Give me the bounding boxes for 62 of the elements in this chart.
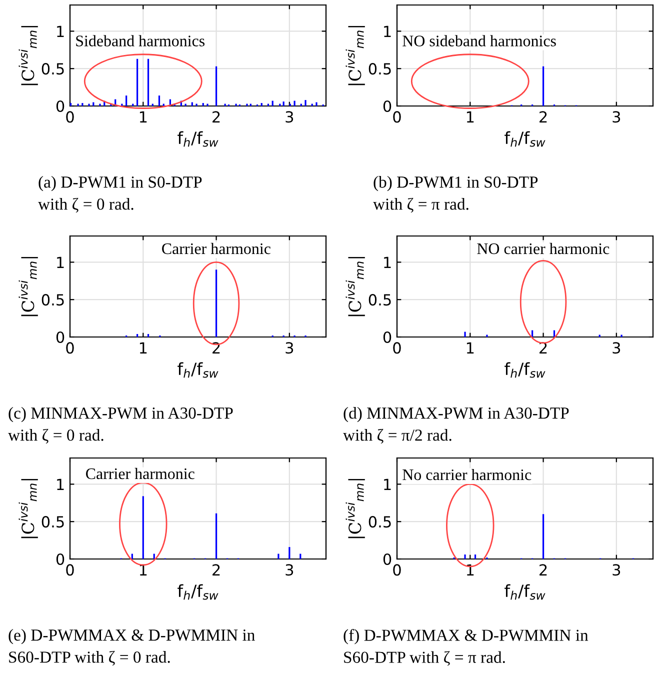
y-tick-label: 1	[57, 256, 64, 268]
y-tick-label: 0	[383, 331, 392, 344]
x-tick-label: 2	[540, 564, 547, 576]
y-tick-label: 0	[56, 100, 64, 112]
x-axis-title: f$_{h}$/f$_{sw}$	[178, 362, 218, 378]
y-tick-label: 0.5	[368, 63, 391, 75]
x-tick-label: 3	[612, 564, 620, 576]
x-tick-label: 1	[140, 111, 147, 122]
annotation: NO sideband harmonics	[402, 35, 556, 46]
x-tick-label: 1	[140, 342, 147, 354]
x-tick-label: 0	[66, 111, 74, 123]
x-tick-label: 1	[466, 111, 474, 122]
x-axis-title: f$_{h}$/f$_{sw}$	[504, 131, 546, 147]
x-tick-label: 3	[612, 342, 620, 354]
x-tick-label: 0	[393, 564, 401, 576]
y-tick-label: 0	[56, 331, 64, 344]
annotation: Sideband harmonics	[76, 35, 205, 46]
x-tick-label: 2	[540, 111, 547, 122]
x-axis-title: f$_{h}$/f$_{sw}$	[504, 362, 546, 378]
y-axis-title: |C$^{ivsi}$$_{mn}$|	[346, 478, 365, 538]
annotation: Carrier harmonic	[162, 242, 270, 254]
x-tick-label: 1	[466, 342, 474, 354]
y-tick-label: 0.5	[368, 516, 391, 528]
y-axis-title: |C$^{ivsi}$$_{mn}$|	[18, 26, 38, 86]
x-tick-label: 0	[66, 564, 74, 576]
x-tick-label: 2	[212, 564, 220, 576]
y-axis-title: |C$^{ivsi}$$_{mn}$|	[18, 478, 38, 538]
y-axis-title: |C$^{ivsi}$$_{mn}$|	[346, 256, 365, 316]
y-tick-label: 1	[384, 478, 391, 490]
x-tick-label: 0	[393, 342, 401, 354]
y-axis-title: |C$^{ivsi}$$_{mn}$|	[346, 26, 365, 86]
x-tick-label: 0	[393, 111, 401, 123]
y-tick-label: 1	[384, 26, 391, 37]
text: (e) D-PWMMAX & D-PWMMIN in S60-DTP with ζ = 0 rad.	[8, 629, 255, 666]
y-axis-title: |C$^{ivsi}$$_{mn}$|	[18, 256, 38, 316]
x-tick-label: 3	[286, 342, 294, 354]
x-tick-label: 3	[286, 111, 294, 123]
text: (c) MINMAX-PWM in A30-DTP with ζ = 0 rad.	[8, 407, 233, 444]
x-tick-label: 0	[66, 342, 74, 354]
y-tick-label: 1	[57, 26, 64, 37]
x-tick-label: 3	[286, 564, 294, 576]
text: (a) D-PWM1 in S0-DTP with ζ = 0 rad.	[38, 176, 202, 213]
x-tick-label: 2	[212, 111, 220, 122]
y-tick-label: 0	[56, 553, 64, 566]
y-tick-label: 0.5	[42, 516, 64, 528]
x-axis-title: f$_{h}$/f$_{sw}$	[178, 131, 218, 147]
x-axis-title: f$_{h}$/f$_{sw}$	[178, 584, 218, 600]
y-tick-label: 0.5	[368, 294, 391, 306]
x-axis-title: f$_{h}$/f$_{sw}$	[504, 584, 546, 600]
text: (f) D-PWMMAX & D-PWMMIN in S60-DTP with ζ = π rad.	[344, 629, 588, 666]
annotation: Carrier harmonic	[86, 468, 194, 480]
annotation: NO carrier harmonic	[477, 242, 610, 254]
text: (d) MINMAX-PWM in A30-DTP with ζ = π/2 rad.	[343, 407, 569, 444]
y-tick-label: 0	[383, 100, 392, 112]
annotation: No carrier harmonic	[402, 468, 532, 480]
y-tick-label: 0	[383, 553, 392, 566]
y-tick-label: 1	[57, 478, 64, 490]
y-tick-label: 1	[384, 256, 391, 268]
x-tick-label: 3	[612, 111, 620, 123]
y-tick-label: 0.5	[42, 63, 64, 75]
text: (b) D-PWM1 in S0-DTP with ζ = π rad.	[373, 176, 538, 213]
y-tick-label: 0.5	[42, 294, 64, 306]
